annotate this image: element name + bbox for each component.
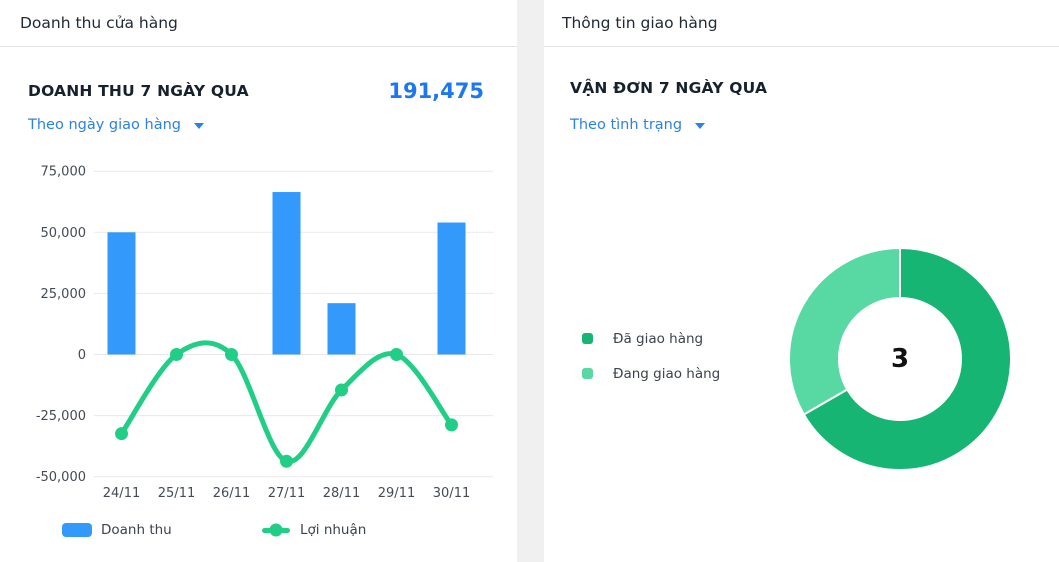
shipping-legend-swatch (582, 368, 593, 379)
x-axis-label: 26/11 (213, 486, 250, 501)
shipment-section-title: VẬN ĐƠN 7 NGÀY QUA (570, 79, 768, 97)
y-axis-label: 75,000 (41, 165, 87, 180)
donut-slice-1 (788, 246, 901, 416)
revenue-legend-swatch (62, 523, 92, 537)
shipping-legend-label: Đang giao hàng (613, 365, 721, 382)
revenue-legend-label: Doanh thu (101, 522, 172, 538)
revenue-bar (327, 303, 356, 355)
revenue-filter-label: Theo ngày giao hàng (28, 117, 181, 133)
revenue-panel: Doanh thu cửa hàng DOANH THU 7 NGÀY QUA … (0, 0, 517, 562)
x-axis-label: 30/11 (433, 486, 470, 501)
delivered-legend-label: Đã giao hàng (613, 330, 704, 347)
profit-point (390, 348, 403, 361)
y-axis-label: -50,000 (36, 470, 86, 485)
profit-point (445, 418, 458, 432)
x-axis-label: 24/11 (103, 486, 140, 501)
revenue-section-title: DOANH THU 7 NGÀY QUA (28, 82, 249, 100)
profit-point (170, 348, 183, 361)
delivered-legend-swatch (582, 333, 593, 344)
x-axis-label: 27/11 (268, 486, 305, 501)
chevron-down-icon (695, 123, 706, 129)
revenue-section-head: DOANH THU 7 NGÀY QUA 191,475 (28, 79, 484, 103)
legend-item-loi-nhuan[interactable]: Lợi nhuận (262, 516, 366, 544)
x-axis-label: 29/11 (378, 486, 415, 501)
x-axis-label: 25/11 (158, 486, 195, 501)
shipment-filter-label: Theo tình trạng (570, 117, 683, 133)
chevron-down-icon (194, 123, 204, 129)
profit-point (335, 383, 348, 397)
revenue-filter-dropdown[interactable]: Theo ngày giao hàng (28, 117, 204, 133)
shipment-filter-dropdown[interactable]: Theo tình trạng (570, 117, 706, 133)
shipping-panel: Thông tin giao hàng VẬN ĐƠN 7 NGÀY QUA T… (544, 0, 1059, 562)
revenue-panel-title: Doanh thu cửa hàng (20, 14, 178, 32)
revenue-combo-chart: 75,000 50,000 25,000 0 -25,000 -50,000 24/11 25… (36, 165, 493, 501)
shipment-donut-chart: 3 (787, 246, 1013, 472)
donut-slice-0 (802, 246, 1012, 471)
revenue-bar (272, 192, 301, 355)
revenue-chart-legend: Doanh thu Lợi nhuận (0, 516, 517, 544)
profit-point (280, 454, 293, 468)
y-axis-label: -25,000 (36, 409, 86, 424)
legend-item-da-giao-hang[interactable]: Đã giao hàng (582, 330, 720, 347)
y-axis-label: 50,000 (41, 226, 87, 241)
profit-legend-swatch (262, 527, 290, 533)
revenue-panel-header: Doanh thu cửa hàng (0, 0, 517, 47)
shipping-panel-header: Thông tin giao hàng (544, 0, 1059, 47)
donut-legend: Đã giao hàng Đang giao hàng (582, 330, 720, 382)
revenue-total-value: 191,475 (388, 79, 484, 103)
donut-svg (788, 246, 1012, 471)
legend-item-doanh-thu[interactable]: Doanh thu (62, 516, 172, 544)
profit-legend-label: Lợi nhuận (300, 522, 367, 538)
y-axis-label: 25,000 (41, 287, 87, 302)
profit-point (115, 427, 128, 441)
legend-item-dang-giao-hang[interactable]: Đang giao hàng (582, 365, 720, 382)
revenue-bar (107, 232, 136, 355)
y-axis-label: 0 (78, 348, 86, 363)
revenue-bar (437, 222, 466, 355)
profit-point (225, 348, 238, 361)
profit-line (119, 340, 454, 464)
shipment-section-head: VẬN ĐƠN 7 NGÀY QUA (570, 79, 1026, 97)
x-axis-label: 28/11 (323, 486, 360, 501)
shipping-panel-title: Thông tin giao hàng (562, 14, 718, 32)
